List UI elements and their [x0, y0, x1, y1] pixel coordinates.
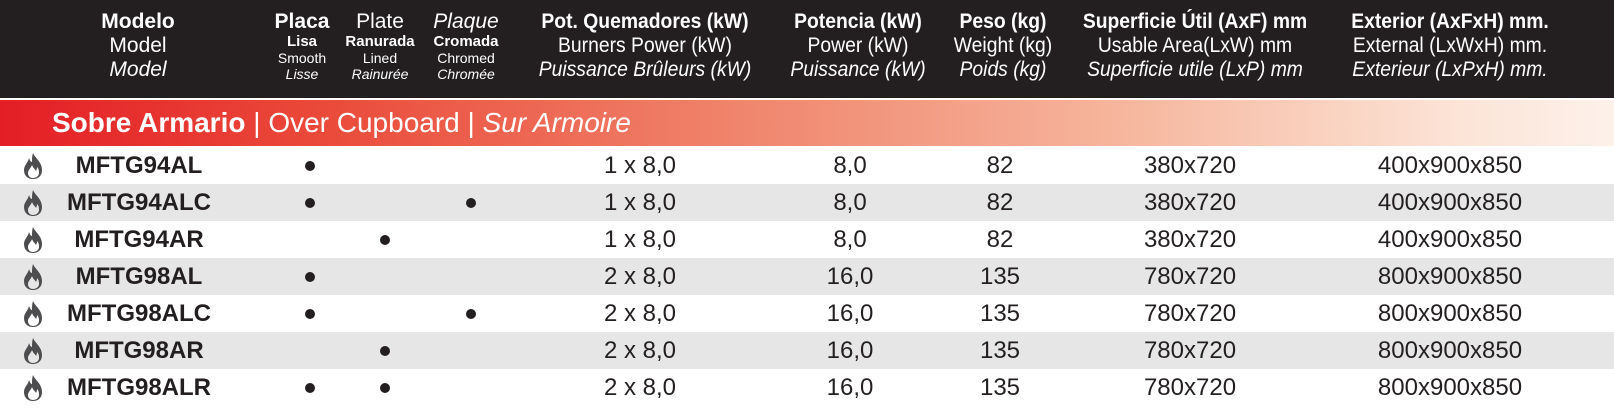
bullet-chromed: [466, 309, 476, 319]
cell-power: 8,0: [833, 152, 867, 179]
cell-external: 400x900x850: [1377, 152, 1523, 179]
cell-power: 16,0: [826, 263, 874, 290]
cell-weight: 135: [979, 337, 1021, 364]
bullet-smooth: [305, 198, 315, 208]
table-header: Modelo Model Model Placa Lisa Smooth Lis…: [0, 0, 1614, 98]
cell-usable: 780x720: [1143, 337, 1237, 364]
cell-usable: 380x720: [1143, 152, 1237, 179]
header-external-size: Exterior (AxFxH) mm. External (LxWxH) mm…: [1351, 10, 1549, 81]
cell-usable: 380x720: [1143, 189, 1237, 216]
cell-burners: 2 x 8,0: [603, 337, 677, 364]
cell-model: MFTG98ALR: [67, 374, 211, 401]
gas-flame-icon: [20, 337, 46, 365]
gas-flame-icon: [20, 189, 46, 217]
cell-usable: 780x720: [1143, 300, 1237, 327]
cell-model: MFTG94ALC: [67, 189, 211, 216]
cell-external: 800x900x850: [1377, 374, 1523, 401]
table-row: MFTG98AL 2 x 8,0 16,0 135 780x720 800x900x850: [0, 258, 1614, 295]
gas-flame-icon: [20, 374, 46, 402]
cell-external: 800x900x850: [1377, 337, 1523, 364]
bullet-lined: [380, 383, 390, 393]
header-model: Modelo Model Model: [101, 10, 175, 81]
cell-burners: 1 x 8,0: [603, 152, 677, 179]
header-plate-smooth: Placa Lisa Smooth Lisse: [274, 10, 330, 82]
table-row: MFTG98ALR 2 x 8,0 16,0 135 780x720 800x900x85…: [0, 369, 1614, 406]
section-title: Sobre Armario | Over Cupboard | Sur Armo…: [52, 107, 631, 138]
cell-model: MFTG98AR: [74, 337, 204, 364]
gas-flame-icon: [20, 226, 46, 254]
cell-model: MFTG94AL: [75, 152, 203, 179]
gas-flame-icon: [20, 152, 46, 180]
bullet-lined: [380, 235, 390, 245]
bullet-chromed: [466, 198, 476, 208]
table-row: MFTG98AR 2 x 8,0 16,0 135 780x720 800x900x850: [0, 332, 1614, 369]
cell-burners: 2 x 8,0: [603, 374, 677, 401]
cell-power: 16,0: [826, 374, 874, 401]
bullet-smooth: [305, 383, 315, 393]
cell-model: MFTG98AL: [75, 263, 203, 290]
header-plate-lined: Plate Ranurada Lined Rainurée: [345, 10, 415, 82]
bullet-lined: [380, 346, 390, 356]
cell-weight: 82: [986, 152, 1014, 179]
cell-burners: 1 x 8,0: [603, 189, 677, 216]
cell-usable: 780x720: [1143, 374, 1237, 401]
cell-power: 8,0: [833, 226, 867, 253]
bullet-smooth: [305, 272, 315, 282]
bullet-smooth: [305, 161, 315, 171]
cell-burners: 2 x 8,0: [603, 300, 677, 327]
table-row: MFTG94ALC 1 x 8,0 8,0 82 380x720 400x900x850: [0, 184, 1614, 221]
cell-power: 16,0: [826, 300, 874, 327]
table-row: MFTG94AR 1 x 8,0 8,0 82 380x720 400x900x850: [0, 221, 1614, 258]
cell-external: 400x900x850: [1377, 226, 1523, 253]
cell-model: MFTG98ALC: [67, 300, 211, 327]
cell-external: 800x900x850: [1377, 300, 1523, 327]
section-band-over-cupboard: Sobre Armario | Over Cupboard | Sur Armo…: [0, 100, 1614, 146]
cell-weight: 135: [979, 300, 1021, 327]
table-row: MFTG98ALC 2 x 8,0 16,0 135 780x720 800x900x85…: [0, 295, 1614, 332]
gas-flame-icon: [20, 300, 46, 328]
header-power: Potencia (kW) Power (kW) Puissance (kW): [790, 10, 926, 81]
cell-external: 400x900x850: [1377, 189, 1523, 216]
header-plate-chromed: Plaque Cromada Chromed Chromée: [433, 10, 499, 82]
cell-weight: 82: [986, 189, 1014, 216]
cell-weight: 135: [979, 263, 1021, 290]
cell-burners: 1 x 8,0: [603, 226, 677, 253]
cell-power: 8,0: [833, 189, 867, 216]
header-usable-area: Superficie Útil (AxF) mm Usable Area(LxW…: [1082, 10, 1308, 81]
bullet-smooth: [305, 309, 315, 319]
cell-external: 800x900x850: [1377, 263, 1523, 290]
gas-flame-icon: [20, 263, 46, 291]
header-burners-power: Pot. Quemadores (kW) Burners Power (kW) …: [538, 10, 752, 81]
cell-usable: 780x720: [1143, 263, 1237, 290]
cell-power: 16,0: [826, 337, 874, 364]
cell-weight: 135: [979, 374, 1021, 401]
cell-usable: 380x720: [1143, 226, 1237, 253]
cell-weight: 82: [986, 226, 1014, 253]
header-weight: Peso (kg) Weight (kg) Poids (kg): [953, 10, 1053, 81]
table-row: MFTG94AL 1 x 8,0 8,0 82 380x720 400x900x850: [0, 147, 1614, 184]
cell-model: MFTG94AR: [74, 226, 204, 253]
cell-burners: 2 x 8,0: [603, 263, 677, 290]
